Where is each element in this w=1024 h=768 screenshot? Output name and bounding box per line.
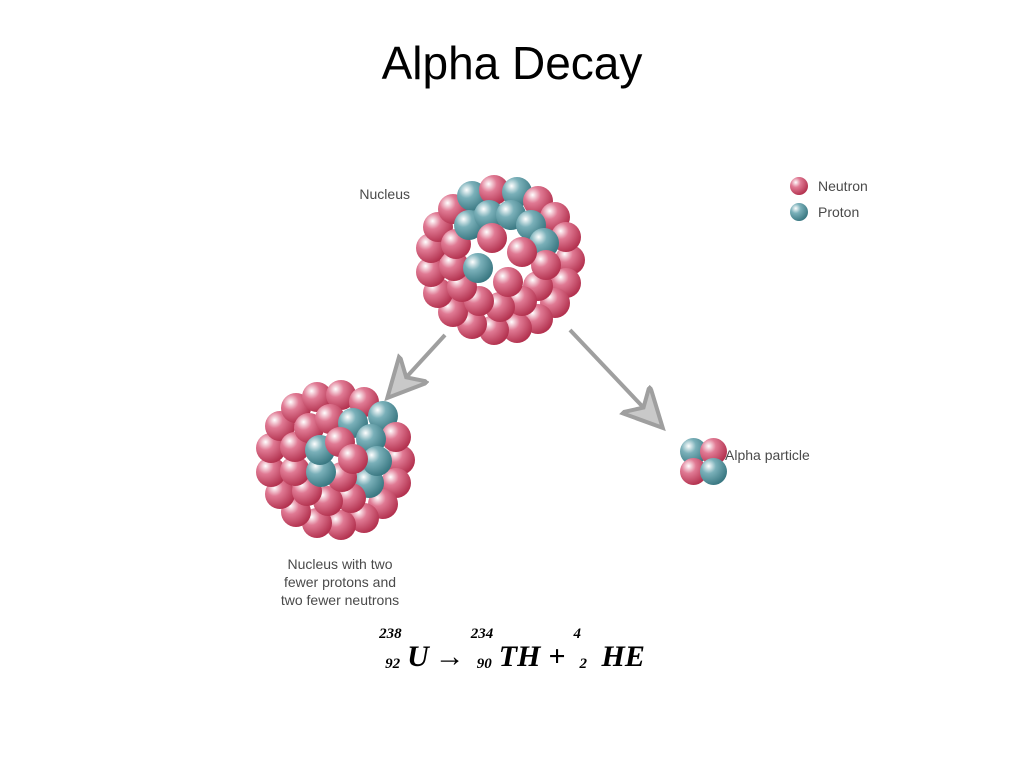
neutron-sphere — [493, 267, 523, 297]
nucleus-label: Nucleus — [340, 185, 410, 203]
neutron-sphere — [507, 237, 537, 267]
neutron-sphere — [338, 444, 368, 474]
neutron-sphere — [790, 177, 808, 195]
page-title: Alpha Decay — [0, 36, 1024, 90]
alpha-particle-label: Alpha particle — [725, 446, 835, 464]
decay-equation: 238 92 U → 234 90 TH + 4 2 HE — [0, 640, 1024, 674]
proton-sphere — [790, 203, 808, 221]
legend-neutron-label: Neutron — [818, 178, 868, 194]
proton-sphere — [700, 458, 727, 485]
proton-sphere — [463, 253, 493, 283]
legend-proton-label: Proton — [818, 204, 859, 220]
neutron-sphere — [477, 223, 507, 253]
daughter-nucleus-label: Nucleus with twofewer protons andtwo few… — [260, 555, 420, 610]
